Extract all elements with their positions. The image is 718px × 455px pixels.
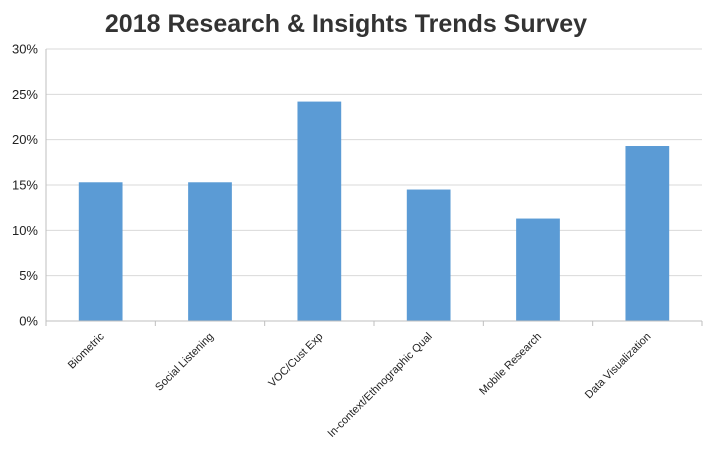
bar: [625, 146, 670, 321]
bars: [78, 101, 670, 321]
x-category-label: VOC/Cust Exp: [266, 331, 325, 390]
x-axis-category-labels: Biometric Social Listening VOC/Cust Exp In-…: [66, 330, 654, 440]
y-tick-label: 0%: [19, 314, 38, 329]
bar: [78, 182, 123, 321]
y-tick-label: 20%: [12, 132, 38, 147]
gridlines: [46, 48, 702, 277]
bar: [188, 182, 232, 321]
y-tick-label: 30%: [12, 42, 38, 57]
y-tick-label: 10%: [12, 223, 38, 238]
x-category-label: Data Visualization: [583, 331, 654, 402]
y-tick-label: 15%: [12, 178, 38, 193]
x-category-label: Mobile Research: [477, 331, 544, 398]
x-category-label: Biometric: [66, 330, 107, 371]
bar: [516, 218, 560, 321]
y-axis-tick-labels: 0% 5% 10% 15% 20% 25% 30%: [12, 42, 38, 329]
axes: [45, 49, 703, 326]
bar: [406, 189, 451, 321]
x-category-label: Social Listening: [153, 331, 216, 394]
y-tick-label: 25%: [12, 87, 38, 102]
chart-title: 2018 Research & Insights Trends Survey: [105, 10, 587, 38]
y-tick-label: 5%: [19, 268, 38, 283]
x-category-label: In-context/Ethnographic Qual: [326, 331, 435, 440]
bar: [297, 101, 342, 321]
